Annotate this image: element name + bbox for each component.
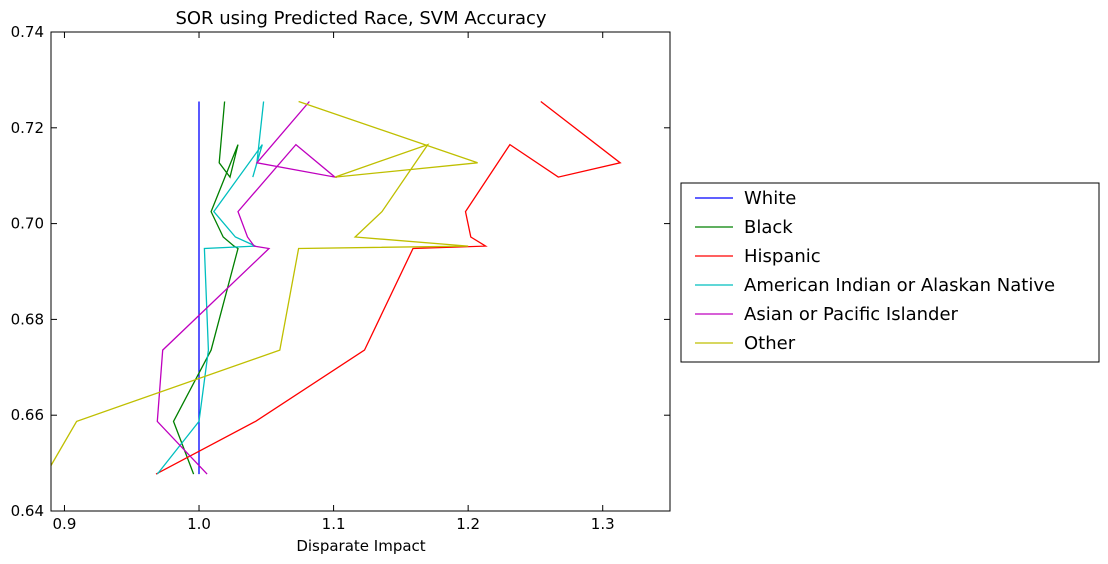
legend-label-1: Black xyxy=(744,217,793,238)
chart-title: SOR using Predicted Race, SVM Accuracy xyxy=(175,8,546,29)
y-tick-label: 0.68 xyxy=(11,310,44,328)
series-line-5 xyxy=(50,100,478,466)
plot-frame xyxy=(50,31,671,512)
legend-label-2: Hispanic xyxy=(744,246,821,267)
y-tick-label: 0.66 xyxy=(11,406,44,424)
legend-label-5: Other xyxy=(744,333,796,354)
legend: White Black Hispanic American Indian or Ala… xyxy=(680,182,1100,363)
series-line-2 xyxy=(155,100,622,475)
series-line-3 xyxy=(156,101,265,475)
x-tick-label: 0.9 xyxy=(53,515,77,533)
y-tick-label: 0.64 xyxy=(11,502,44,520)
x-tick-label: 1.3 xyxy=(591,515,615,533)
y-tick-label: 0.72 xyxy=(11,119,44,137)
x-axis-label: Disparate Impact xyxy=(296,537,425,555)
axis-ticks: 0.9 1.0 1.1 1.2 1.3 0.64 0.66 0.68 0.70 0.72 0.74 xyxy=(11,23,670,533)
legend-label-0: White xyxy=(744,188,796,209)
x-tick-label: 1.0 xyxy=(187,515,211,533)
plot-lines xyxy=(50,100,622,475)
y-tick-label: 0.70 xyxy=(11,215,44,233)
x-tick-label: 1.2 xyxy=(456,515,480,533)
legend-label-4: Asian or Pacific Islander xyxy=(744,304,959,325)
x-tick-label: 1.1 xyxy=(322,515,346,533)
legend-label-3: American Indian or Alaskan Native xyxy=(744,275,1055,296)
series-line-1 xyxy=(172,101,239,475)
legend-box xyxy=(680,182,1100,363)
y-tick-label: 0.74 xyxy=(11,23,44,41)
series-line-4 xyxy=(156,101,338,475)
